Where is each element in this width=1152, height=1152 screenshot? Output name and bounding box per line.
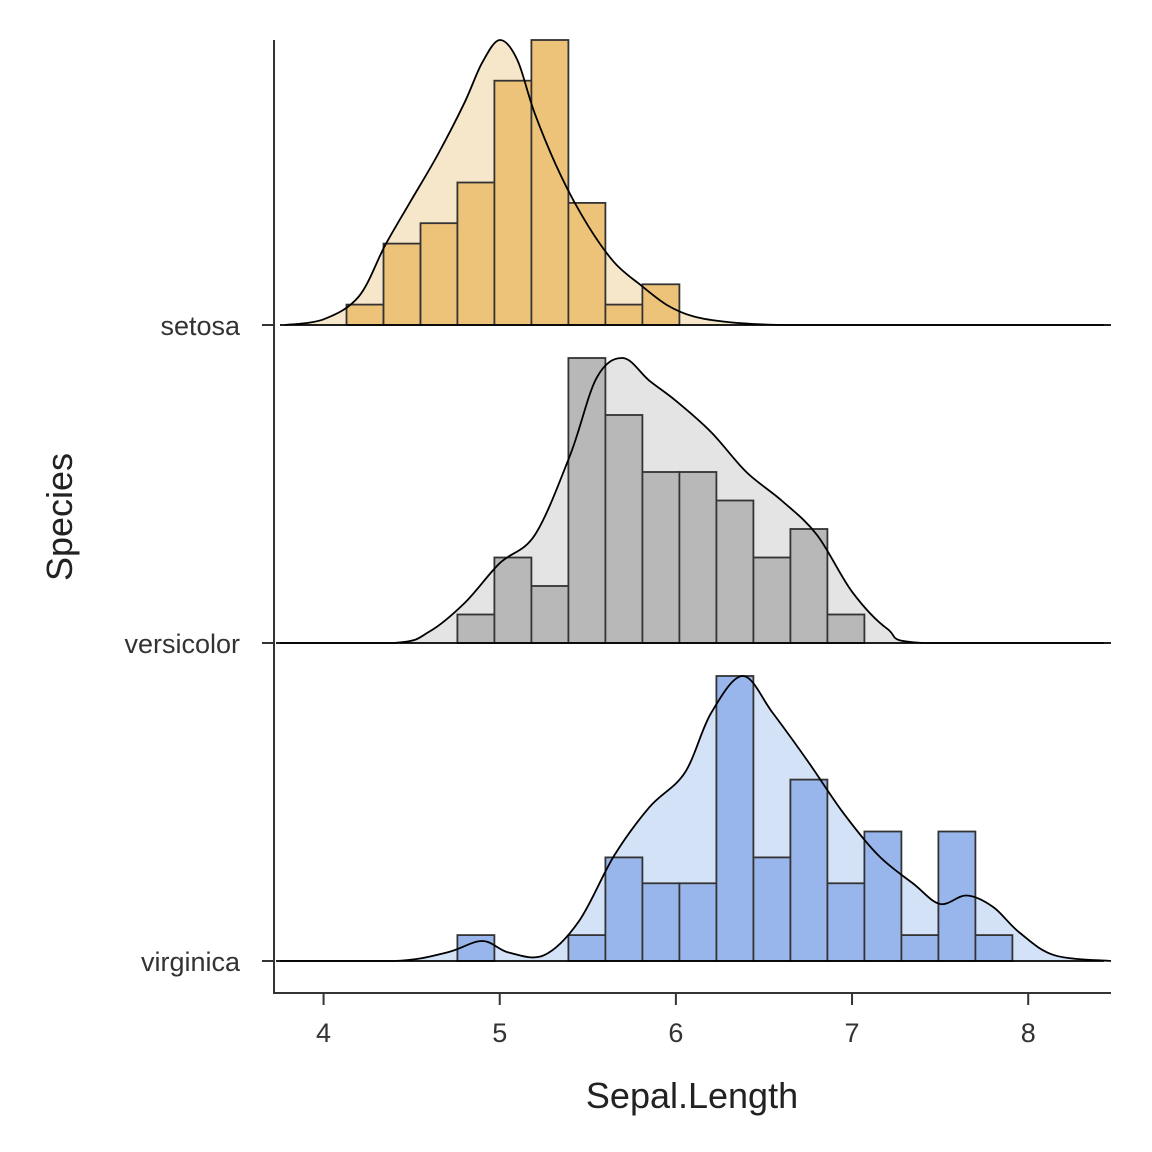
hist-bar-versicolor <box>530 585 570 644</box>
hist-bar-virginica <box>567 934 607 962</box>
hist-bar-virginica <box>715 675 755 962</box>
hist-bar-versicolor <box>493 556 533 644</box>
x-tick-label-6: 6 <box>668 1018 683 1048</box>
hist-bar-virginica <box>456 934 496 962</box>
hist-bar-virginica <box>752 856 792 962</box>
y-tick-label-versicolor: versicolor <box>124 629 240 659</box>
hist-bar-setosa <box>493 79 533 326</box>
hist-bar-virginica <box>641 882 681 962</box>
hist-bar-versicolor <box>456 613 496 644</box>
x-tick-label-4: 4 <box>316 1018 331 1048</box>
hist-bar-versicolor <box>678 471 718 644</box>
y-ticks: setosa versicolor virginica <box>124 311 274 977</box>
x-tick-label-7: 7 <box>845 1018 860 1048</box>
hist-bar-versicolor <box>826 613 866 644</box>
ridge-setosa <box>280 39 1111 326</box>
hist-bar-versicolor <box>789 528 829 644</box>
hist-bar-virginica <box>974 934 1014 962</box>
x-tick-label-5: 5 <box>492 1018 507 1048</box>
y-axis-title: Species <box>39 453 80 581</box>
hist-bar-virginica <box>900 934 940 962</box>
hist-bar-setosa <box>345 303 385 326</box>
ridge-virginica <box>276 675 1112 962</box>
hist-bar-setosa <box>419 222 459 326</box>
y-tick-label-virginica: virginica <box>141 947 241 977</box>
density-line-versicolor <box>276 357 1111 644</box>
ridge-versicolor <box>276 357 1111 644</box>
x-tick-label-8: 8 <box>1021 1018 1036 1048</box>
ridges-layer <box>276 39 1112 962</box>
hist-bar-virginica <box>604 856 644 962</box>
hist-bar-setosa <box>382 242 422 326</box>
y-tick-label-setosa: setosa <box>160 311 241 341</box>
axes-layer <box>273 40 1111 994</box>
x-ticks: 4 5 6 7 8 <box>316 993 1036 1048</box>
hist-bar-virginica <box>789 778 829 962</box>
hist-bar-versicolor <box>715 499 755 644</box>
hist-bar-virginica <box>678 882 718 962</box>
hist-bar-setosa <box>530 39 570 326</box>
hist-bar-setosa <box>567 201 607 326</box>
x-axis-title: Sepal.Length <box>586 1075 798 1116</box>
density-line-virginica <box>276 675 1112 962</box>
hist-bar-virginica <box>826 882 866 962</box>
hist-bar-versicolor <box>604 414 644 644</box>
hist-bar-versicolor <box>752 556 792 644</box>
hist-bar-setosa <box>604 303 644 326</box>
hist-bar-virginica <box>863 830 903 962</box>
hist-bar-setosa <box>456 181 496 326</box>
hist-bar-versicolor <box>641 471 681 644</box>
density-line-setosa <box>284 39 1111 326</box>
